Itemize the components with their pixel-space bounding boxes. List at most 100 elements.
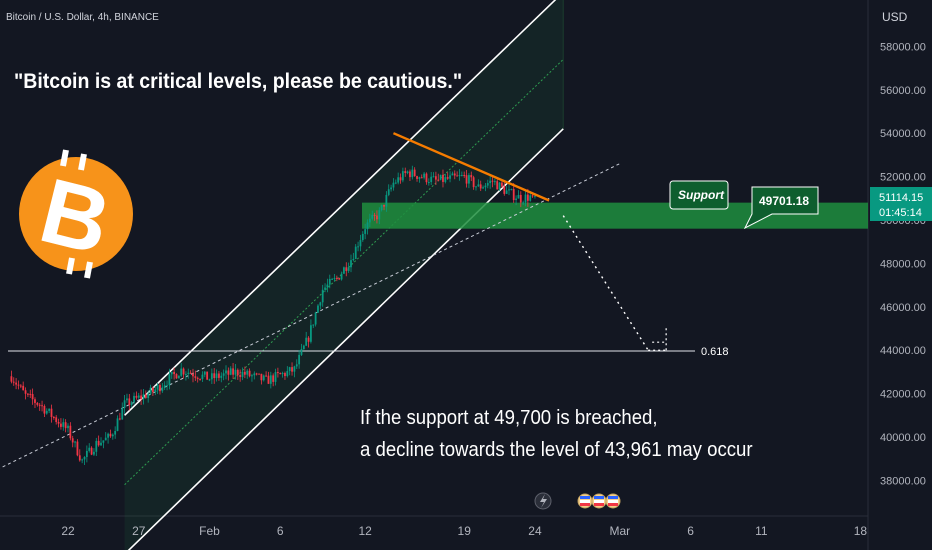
candle-body	[118, 418, 121, 420]
candle-body	[314, 312, 317, 325]
candle-body	[328, 279, 331, 285]
candle-body	[286, 371, 289, 377]
candle-body	[170, 371, 173, 375]
candle-body	[345, 267, 348, 271]
candle-body	[88, 447, 91, 451]
lightning-icon[interactable]	[534, 492, 552, 510]
candle-body	[517, 194, 520, 199]
candle-body	[333, 277, 336, 279]
lightning-icon-glyph	[540, 494, 547, 508]
candle-body	[430, 176, 433, 183]
flag-icon[interactable]	[605, 493, 621, 509]
price-tick-label: 52000.00	[880, 172, 926, 184]
candle-body	[489, 180, 492, 184]
candle-body	[385, 194, 388, 207]
candle-body	[331, 278, 334, 280]
support-value-callout	[743, 186, 819, 230]
candle-body	[29, 393, 32, 395]
candle-body	[116, 418, 119, 432]
currency-label[interactable]: USD	[882, 10, 908, 24]
flag-icon-stripe	[608, 496, 618, 499]
candle-body	[519, 194, 522, 203]
price-axis[interactable]: 38000.00 40000.00 42000.00 44000.00 46000.00…	[880, 41, 926, 487]
time-axis[interactable]: 22 27 Feb 6 12 19 24 Mar 6 11 18	[61, 524, 867, 538]
candle-body	[458, 175, 461, 177]
candle-body	[279, 373, 282, 375]
time-tick-label: 6	[277, 524, 284, 538]
candle-body	[456, 175, 459, 177]
time-tick-label: 11	[755, 524, 768, 538]
flag-icon-stripe	[594, 503, 604, 506]
candle-body	[484, 185, 487, 188]
candle-body	[343, 267, 345, 274]
bar-countdown: 01:45:14	[879, 207, 922, 219]
candle-body	[154, 389, 157, 393]
scenario-line-1: If the support at 49,700 is breached,	[360, 407, 658, 429]
candle-body	[222, 373, 225, 376]
candle-body	[515, 198, 517, 201]
candle-body	[390, 187, 392, 190]
candle-body	[281, 373, 284, 375]
candle-body	[321, 289, 324, 303]
candle-body	[123, 400, 126, 408]
time-tick-label: 18	[854, 524, 868, 538]
event-icons[interactable]	[534, 492, 621, 510]
candle-body	[305, 337, 308, 346]
candle-body	[420, 177, 423, 179]
candle-body	[232, 368, 234, 375]
candle-body	[142, 394, 145, 399]
candle-body	[503, 186, 506, 194]
bitcoin-logo: B	[19, 149, 133, 279]
candle-body	[227, 370, 230, 375]
candle-body	[338, 278, 341, 280]
candle-body	[510, 189, 513, 191]
candle-body	[189, 372, 192, 374]
projection-dotted-line	[562, 215, 649, 351]
candle-body	[524, 194, 527, 203]
time-tick-label: 24	[528, 524, 542, 538]
support-label-text: Support	[678, 188, 725, 202]
candle-body	[149, 387, 152, 394]
candle-body	[352, 258, 355, 261]
candle-body	[307, 337, 310, 342]
candle-body	[276, 372, 279, 374]
symbol-text: Bitcoin / U.S. Dollar, 4h, BINANCE	[6, 12, 159, 23]
channel-lower-line	[127, 128, 564, 550]
candle-body	[17, 384, 20, 386]
candle-body	[442, 174, 444, 182]
candle-body	[236, 369, 239, 376]
candle-body	[357, 246, 359, 248]
candle-body	[265, 375, 267, 377]
candle-body	[399, 177, 402, 181]
candle-body	[192, 373, 194, 377]
candle-body	[175, 374, 178, 379]
candle-body	[267, 375, 270, 384]
flag-icon[interactable]	[591, 493, 607, 509]
candle-body	[522, 202, 525, 204]
candle-body	[76, 441, 79, 456]
candle-body	[534, 195, 536, 197]
bitcoin-circle	[19, 157, 133, 271]
candle-body	[12, 381, 15, 383]
candle-body	[208, 379, 211, 381]
price-tick-label: 56000.00	[880, 85, 926, 97]
resistance-trendline-line	[392, 132, 550, 202]
candle-body	[479, 184, 482, 189]
last-price-badge	[870, 187, 932, 221]
ascending-channel	[124, 0, 564, 550]
candle-body	[416, 176, 418, 179]
candle-body	[387, 189, 390, 195]
candle-body	[180, 368, 183, 376]
candle-body	[397, 177, 400, 183]
candle-body	[444, 177, 447, 182]
time-tick-label: 22	[61, 524, 75, 538]
candle-body	[15, 382, 18, 385]
fib-label: 0.618	[701, 346, 729, 358]
candle-body	[34, 399, 36, 403]
candle-body	[248, 370, 251, 377]
candle-body	[152, 387, 154, 393]
flag-icon[interactable]	[577, 493, 593, 509]
candle-body	[406, 171, 409, 173]
candle-body	[196, 377, 199, 379]
projection-arrow	[562, 215, 667, 351]
